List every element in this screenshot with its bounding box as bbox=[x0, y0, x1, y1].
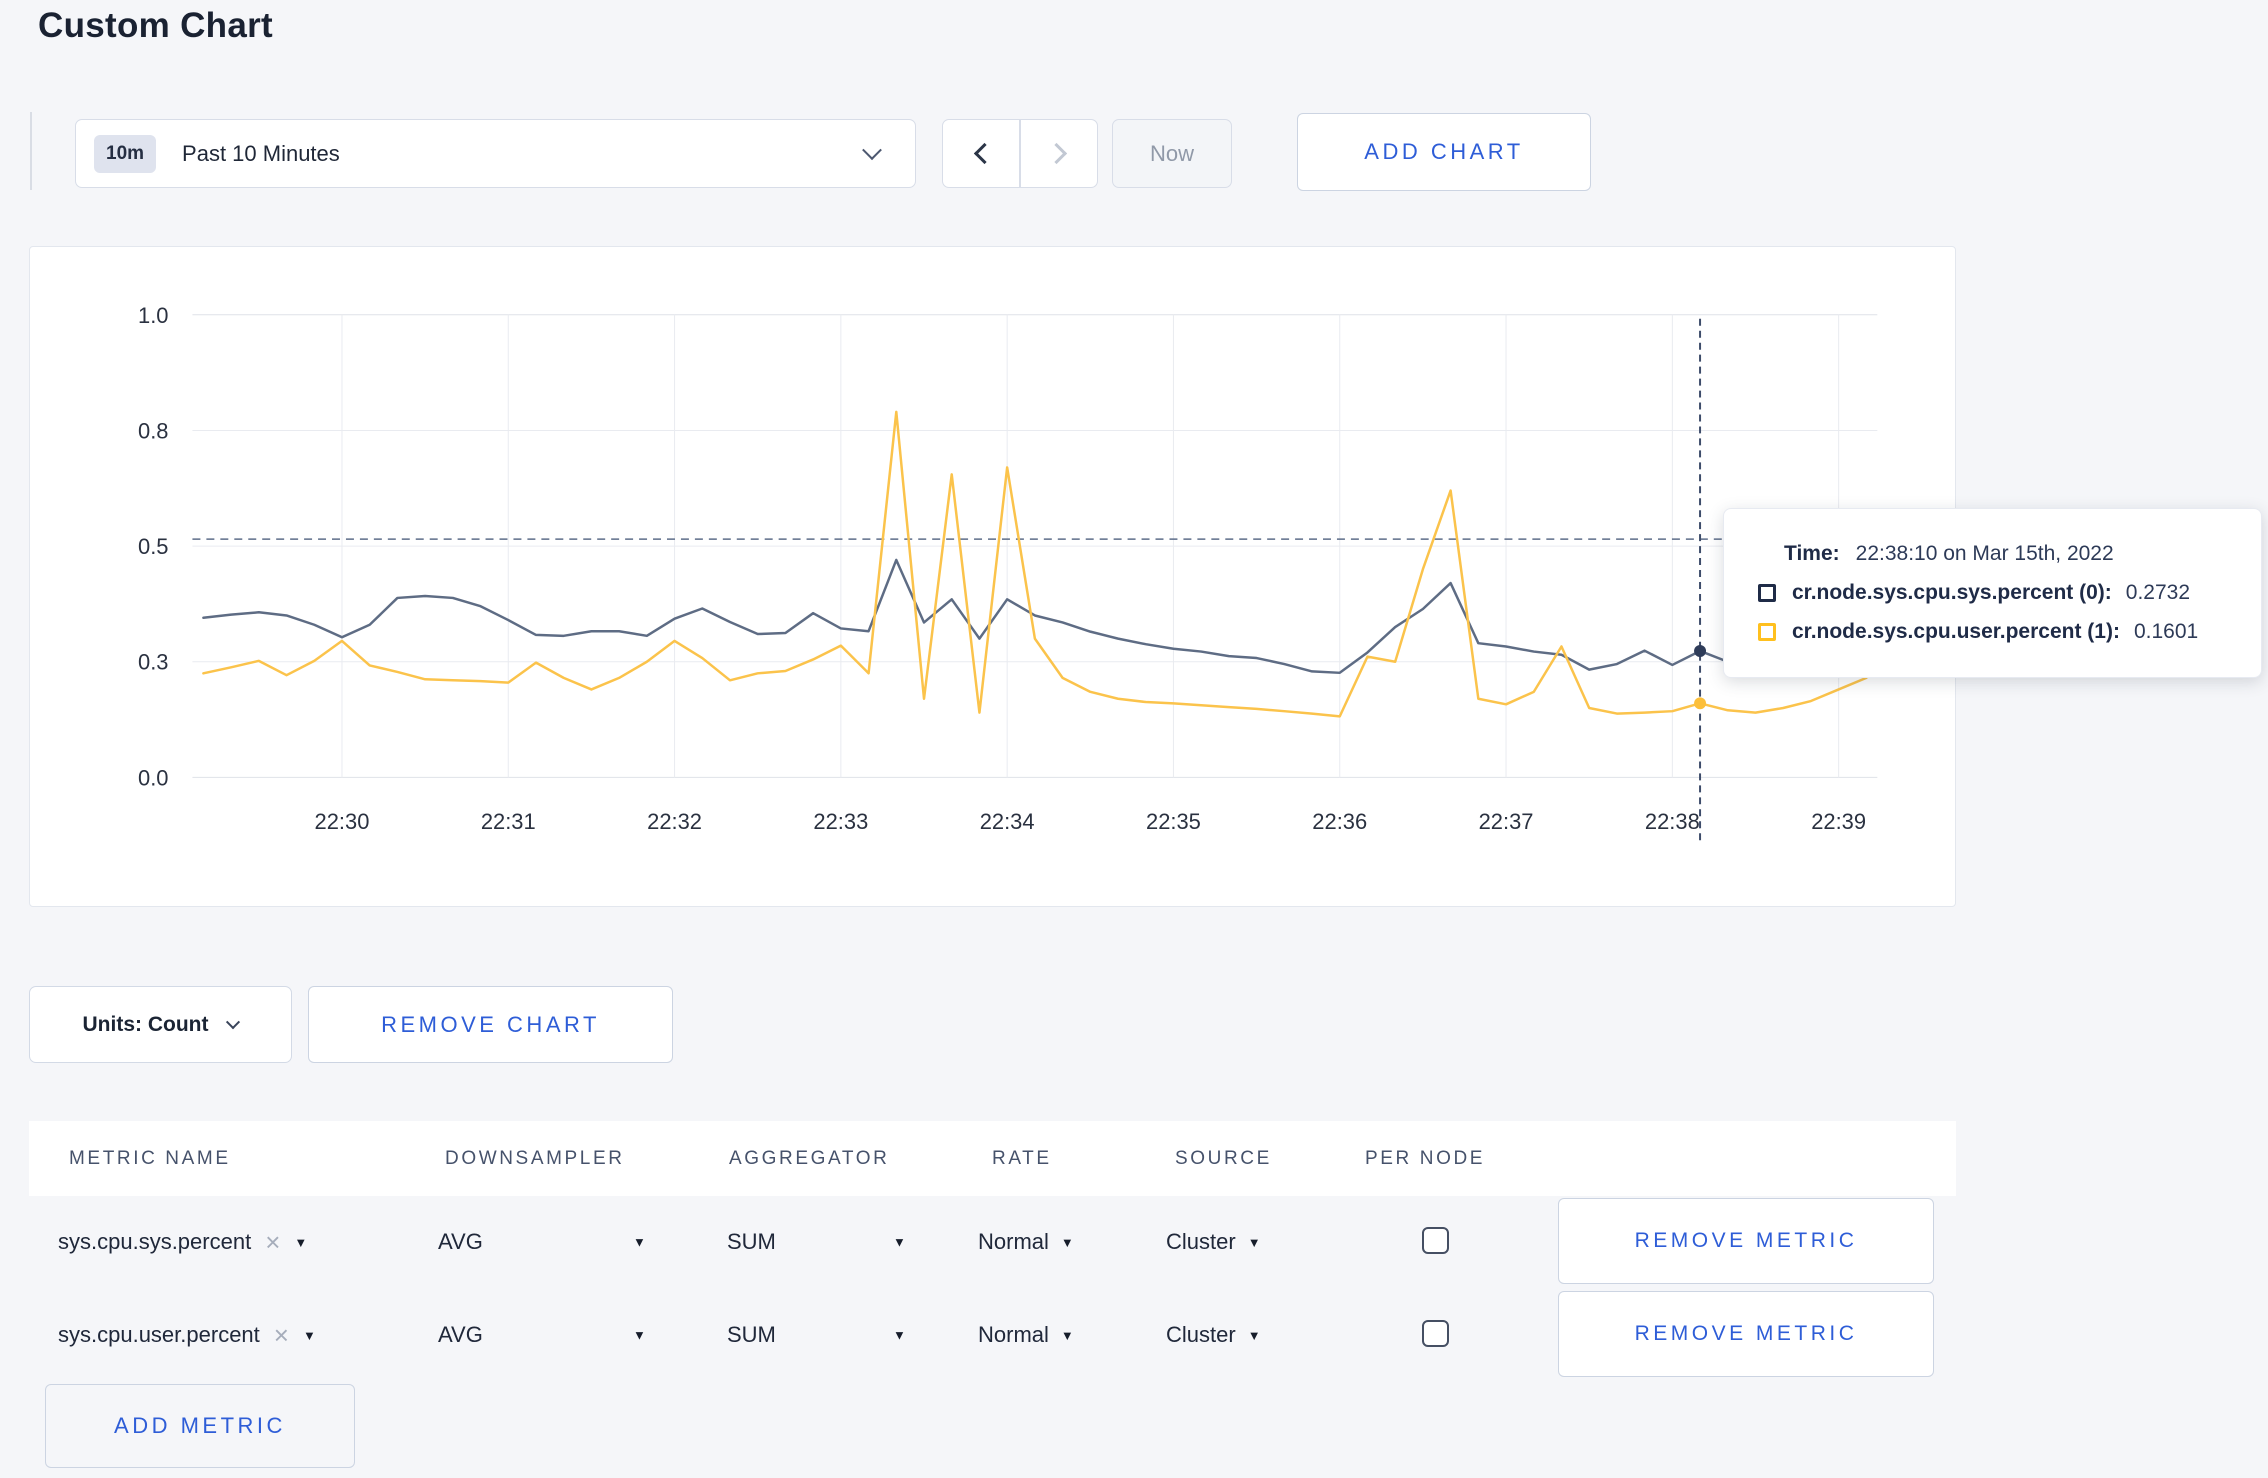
series-sys-swatch-icon bbox=[1758, 584, 1776, 602]
source-value: Cluster bbox=[1166, 1322, 1236, 1347]
tooltip-time-value: 22:38:10 on Mar 15th, 2022 bbox=[1855, 542, 2114, 565]
chart-tooltip: Time: 22:38:10 on Mar 15th, 2022 cr.node… bbox=[1723, 508, 2262, 678]
metric-row: sys.cpu.user.percent × ▼ AVG ▼ SUM ▼ Nor… bbox=[29, 1291, 1956, 1379]
svg-text:22:34: 22:34 bbox=[980, 809, 1035, 834]
caret-down-icon[interactable]: ▼ bbox=[893, 1234, 906, 1250]
svg-text:22:36: 22:36 bbox=[1312, 809, 1367, 834]
svg-text:0.5: 0.5 bbox=[138, 534, 168, 559]
add-chart-button[interactable]: ADD CHART bbox=[1297, 113, 1591, 191]
aggregator-select[interactable]: SUM bbox=[727, 1229, 776, 1254]
chevron-right-icon bbox=[1045, 142, 1067, 165]
chevron-down-icon bbox=[862, 140, 882, 161]
metrics-table-header: METRIC NAME DOWNSAMPLER AGGREGATOR RATE … bbox=[29, 1121, 1956, 1196]
caret-down-icon: ▼ bbox=[302, 1327, 316, 1343]
chevron-down-icon bbox=[226, 1014, 241, 1029]
tooltip-series-value: 0.1601 bbox=[2133, 620, 2199, 643]
remove-metric-button[interactable]: REMOVE METRIC bbox=[1558, 1291, 1934, 1377]
clear-metric-icon[interactable]: × bbox=[273, 1320, 289, 1350]
per-node-checkbox[interactable] bbox=[1422, 1320, 1449, 1347]
svg-text:22:35: 22:35 bbox=[1146, 809, 1201, 834]
time-range-select[interactable]: 10m Past 10 Minutes bbox=[75, 119, 916, 188]
toolbar-divider bbox=[30, 112, 32, 190]
prev-range-button[interactable] bbox=[942, 119, 1020, 188]
chevron-left-icon bbox=[973, 142, 995, 165]
timeseries-chart[interactable]: 0.0 0.3 0.5 0.8 1.0 22:30 22:31 22:32 22:33 22:34… bbox=[30, 247, 1955, 906]
source-select[interactable]: Cluster ▼ bbox=[1166, 1322, 1261, 1348]
downsampler-select[interactable]: AVG bbox=[438, 1229, 483, 1254]
caret-down-icon[interactable]: ▼ bbox=[893, 1327, 906, 1343]
header-per-node: PER NODE bbox=[1365, 1147, 1486, 1169]
caret-down-icon: ▼ bbox=[294, 1234, 308, 1250]
header-metric-name: METRIC NAME bbox=[69, 1147, 231, 1169]
header-downsampler: DOWNSAMPLER bbox=[445, 1147, 625, 1169]
header-source: SOURCE bbox=[1175, 1147, 1272, 1169]
units-label: Units: Count bbox=[82, 1012, 209, 1036]
aggregator-select[interactable]: SUM bbox=[727, 1322, 776, 1347]
svg-text:0.8: 0.8 bbox=[138, 418, 168, 443]
chart-card: 0.0 0.3 0.5 0.8 1.0 22:30 22:31 22:32 22:33 22:34… bbox=[29, 246, 1956, 907]
svg-text:0.0: 0.0 bbox=[138, 765, 168, 790]
svg-text:22:30: 22:30 bbox=[315, 809, 370, 834]
tooltip-time-label: Time: bbox=[1784, 542, 1840, 565]
svg-text:22:39: 22:39 bbox=[1811, 809, 1866, 834]
next-range-button[interactable] bbox=[1020, 119, 1098, 188]
metric-name-select[interactable]: sys.cpu.user.percent × ▼ bbox=[58, 1322, 316, 1348]
caret-down-icon: ▼ bbox=[1247, 1327, 1261, 1343]
metric-name-value: sys.cpu.sys.percent bbox=[58, 1229, 252, 1254]
rate-value: Normal bbox=[978, 1229, 1049, 1254]
tooltip-series-name: cr.node.sys.cpu.user.percent (1): bbox=[1792, 620, 2120, 643]
rate-select[interactable]: Normal ▼ bbox=[978, 1229, 1074, 1255]
tooltip-series-row: cr.node.sys.cpu.sys.percent (0): 0.2732 bbox=[1758, 581, 2261, 605]
caret-down-icon: ▼ bbox=[1060, 1327, 1074, 1343]
rate-value: Normal bbox=[978, 1322, 1049, 1347]
metric-name-value: sys.cpu.user.percent bbox=[58, 1322, 260, 1347]
clear-metric-icon[interactable]: × bbox=[265, 1227, 281, 1257]
caret-down-icon[interactable]: ▼ bbox=[633, 1234, 646, 1250]
caret-down-icon: ▼ bbox=[1247, 1234, 1261, 1250]
remove-chart-button[interactable]: REMOVE CHART bbox=[308, 986, 673, 1063]
svg-text:0.3: 0.3 bbox=[138, 650, 168, 675]
tooltip-series-row: cr.node.sys.cpu.user.percent (1): 0.1601 bbox=[1758, 620, 2261, 644]
source-select[interactable]: Cluster ▼ bbox=[1166, 1229, 1261, 1255]
remove-metric-button[interactable]: REMOVE METRIC bbox=[1558, 1198, 1934, 1284]
tooltip-time-row: Time: 22:38:10 on Mar 15th, 2022 bbox=[1784, 542, 2261, 566]
time-nav-group bbox=[942, 119, 1098, 188]
units-select[interactable]: Units: Count bbox=[29, 986, 292, 1063]
per-node-checkbox[interactable] bbox=[1422, 1227, 1449, 1254]
svg-text:22:37: 22:37 bbox=[1479, 809, 1534, 834]
svg-text:22:31: 22:31 bbox=[481, 809, 536, 834]
caret-down-icon: ▼ bbox=[1060, 1234, 1074, 1250]
header-rate: RATE bbox=[992, 1147, 1052, 1169]
svg-text:22:33: 22:33 bbox=[813, 809, 868, 834]
svg-text:22:32: 22:32 bbox=[647, 809, 702, 834]
rate-select[interactable]: Normal ▼ bbox=[978, 1322, 1074, 1348]
page-title: Custom Chart bbox=[38, 6, 273, 45]
time-range-badge: 10m bbox=[94, 134, 157, 173]
tooltip-series-name: cr.node.sys.cpu.sys.percent (0): bbox=[1792, 581, 2112, 604]
source-value: Cluster bbox=[1166, 1229, 1236, 1254]
header-aggregator: AGGREGATOR bbox=[729, 1147, 890, 1169]
metric-row: sys.cpu.sys.percent × ▼ AVG ▼ SUM ▼ Norm… bbox=[29, 1198, 1956, 1286]
tooltip-series-value: 0.2732 bbox=[2125, 581, 2191, 604]
caret-down-icon[interactable]: ▼ bbox=[633, 1327, 646, 1343]
svg-text:22:38: 22:38 bbox=[1645, 809, 1700, 834]
time-range-label: Past 10 Minutes bbox=[182, 140, 340, 166]
now-button[interactable]: Now bbox=[1112, 119, 1232, 188]
series-user-swatch-icon bbox=[1758, 623, 1776, 641]
add-metric-button[interactable]: ADD METRIC bbox=[45, 1384, 355, 1468]
metric-name-select[interactable]: sys.cpu.sys.percent × ▼ bbox=[58, 1229, 307, 1255]
svg-text:1.0: 1.0 bbox=[138, 303, 168, 328]
downsampler-select[interactable]: AVG bbox=[438, 1322, 483, 1347]
